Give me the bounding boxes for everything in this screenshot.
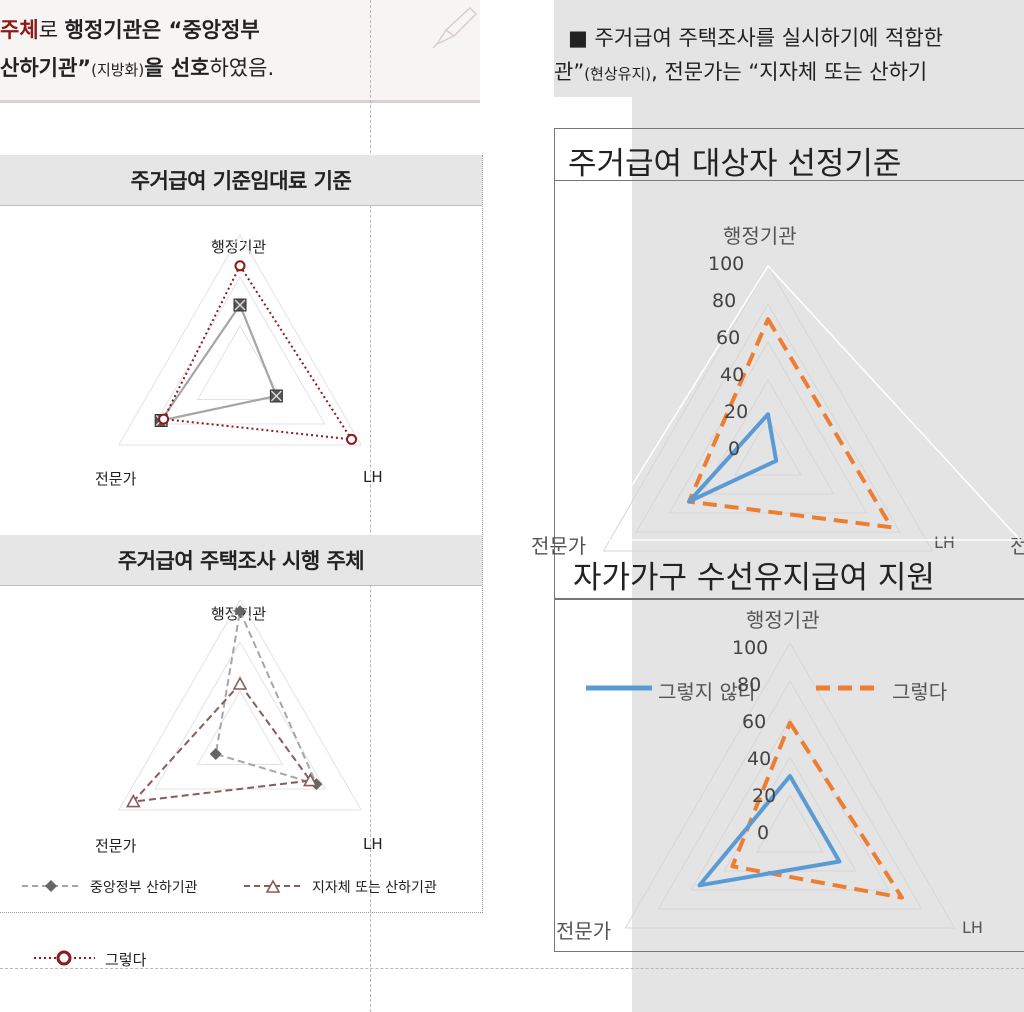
left-header-line1: 주체로 행정기관은 “중앙정부 [0,14,260,44]
left-chart1-series1-point-1-x [270,390,282,402]
right-chart2-tick-100: 100 [732,637,768,659]
left-chart2-series1-line [214,610,318,786]
center-guide-line [370,0,371,1012]
right-chart2-tick-20: 20 [752,785,776,807]
right-chart1-tick-60: 60 [716,327,740,349]
header-bold-text: 을 [144,56,171,80]
left-chart1-title: 주거급여 기준임대료 기준 [0,155,482,206]
right-header-background [554,0,1024,97]
header-small-text: (현상유지) [584,65,652,83]
right-chart2-axis-top: 행정기관 [746,608,820,632]
left-chart2-axis-right: LH [363,835,383,853]
left-chart1-series2-point-1 [346,433,358,445]
right-chart2-tick-60: 60 [742,711,766,733]
header-text: 로 [38,18,65,42]
right-chart1-tick-100: 100 [708,253,744,275]
left-chart1-axis-top: 행정기관 [211,238,267,256]
left-chart2-series1-point-0 [234,605,246,618]
right-chart2-grid-0 [756,793,824,853]
left-chart2-grid-2 [117,598,363,811]
header-bold-text: 산하기관” [0,56,92,80]
left-chart1-series1-line [160,303,278,422]
right-chart2-axis-right: LH [962,918,983,937]
right-header-line2: 관”(현상유지), 전문가는 “지자체 또는 산하기 [554,56,927,86]
bottom-guide-line [0,968,1024,969]
right-chart2-series2-line [730,720,904,900]
left-bottom-legend-label: 그렇다 [105,951,147,969]
right-chart1-axis-top: 행정기관 [723,224,797,248]
header-bold-text: 행정기관은 “중앙정부 [64,18,260,42]
right-chart2-series1-line [697,774,842,888]
left-chart2-grid-0 [196,689,284,765]
right-chart1-grid-2 [668,340,868,514]
left-chart1-axis-right: LH [363,468,383,486]
right-chart2-legend-2: 그렇다 [892,680,948,704]
left-chart2-series1-point-2 [209,748,222,760]
left-chart2-series2-line [132,683,312,803]
left-chart2-series2-point-1 [302,772,318,787]
left-chart1-series2-point-0 [234,260,246,272]
left-chart2-legend-2-marker [265,879,281,893]
right-chart1-axis-right: LH [934,533,955,552]
right-chart1-tick-20: 20 [724,401,748,423]
right-chart1-tick-0: 0 [728,438,740,460]
right-chart1-grid-0 [734,416,802,476]
right-chart2-tick-0: 0 [757,822,769,844]
right-chart2-tick-80: 80 [737,674,761,696]
right-chart1-grid-3 [635,302,901,533]
left-charts-frame [0,155,483,913]
right-chart2-axis-left: 전문가 [556,919,612,943]
right-chart2-grid-3 [657,679,923,910]
right-chart2-title: 자가가구 수선유지급여 지원 [573,560,935,596]
left-chart2-legend-1-marker [45,880,57,892]
header-small-text: (지방화) [91,61,145,79]
left-chart2-title: 주거급여 주택조사 시행 주체 [0,535,482,586]
right-chart2-legend-1: 그렇지 않다 [658,680,757,704]
right-chart1-tick-40: 40 [720,364,744,386]
right-chart2-frame [554,598,1024,952]
right-chart1-grid-1 [701,378,835,495]
right-chart1-axis-left: 전문가 [531,534,587,558]
left-chart1-series1-point-0-x [234,299,246,311]
left-header-background [0,0,480,103]
header-text: 관” [554,60,585,84]
left-chart2-axis-left: 전문가 [95,837,137,855]
header-text: , 전문가는 “지자체 또는 산하기 [651,60,928,84]
left-chart2-series2-point-2 [125,793,141,808]
left-chart1-axis-left: 전문가 [95,470,137,488]
right-header-line1: ■ 주거급여 주택조사를 실시하기에 적합한 [568,26,943,50]
right-chart1-outer-outline [596,264,1022,541]
left-chart2-series2-point-0 [232,676,248,690]
header-bold-text: 선호 [170,56,210,80]
right-chart1-series1-line [687,412,779,504]
right-chart2-tick-40: 40 [747,748,771,770]
left-header-line2: 산하기관”(지방화)을 선호하였음. [0,52,274,82]
right-chart1-title: 주거급여 대상자 선정기준 [568,146,902,182]
header-red-word: 주체 [0,18,39,42]
right-chart1-tick-80: 80 [712,290,736,312]
left-chart2-legend-2: 지자체 또는 산하기관 [312,880,437,896]
left-chart2-legend-1: 중앙정부 산하기관 [90,880,198,896]
right-chart2-grid-4 [624,641,956,929]
left-bottom-legend-marker [56,950,72,966]
right-chart1-frame [554,128,1024,600]
left-chart1-series2-point-2 [158,413,170,425]
right-chart2-grid-2 [690,717,890,891]
header-text: 하였음. [209,56,275,80]
right-chart1-grid-4 [602,264,934,552]
right-chart1-series2-line [687,317,894,530]
right-chart1-title-bar [554,128,1024,181]
left-chart1-grid-0 [196,324,284,400]
left-chart1-grid-2 [117,233,363,446]
left-chart1-series2-line [162,264,353,441]
